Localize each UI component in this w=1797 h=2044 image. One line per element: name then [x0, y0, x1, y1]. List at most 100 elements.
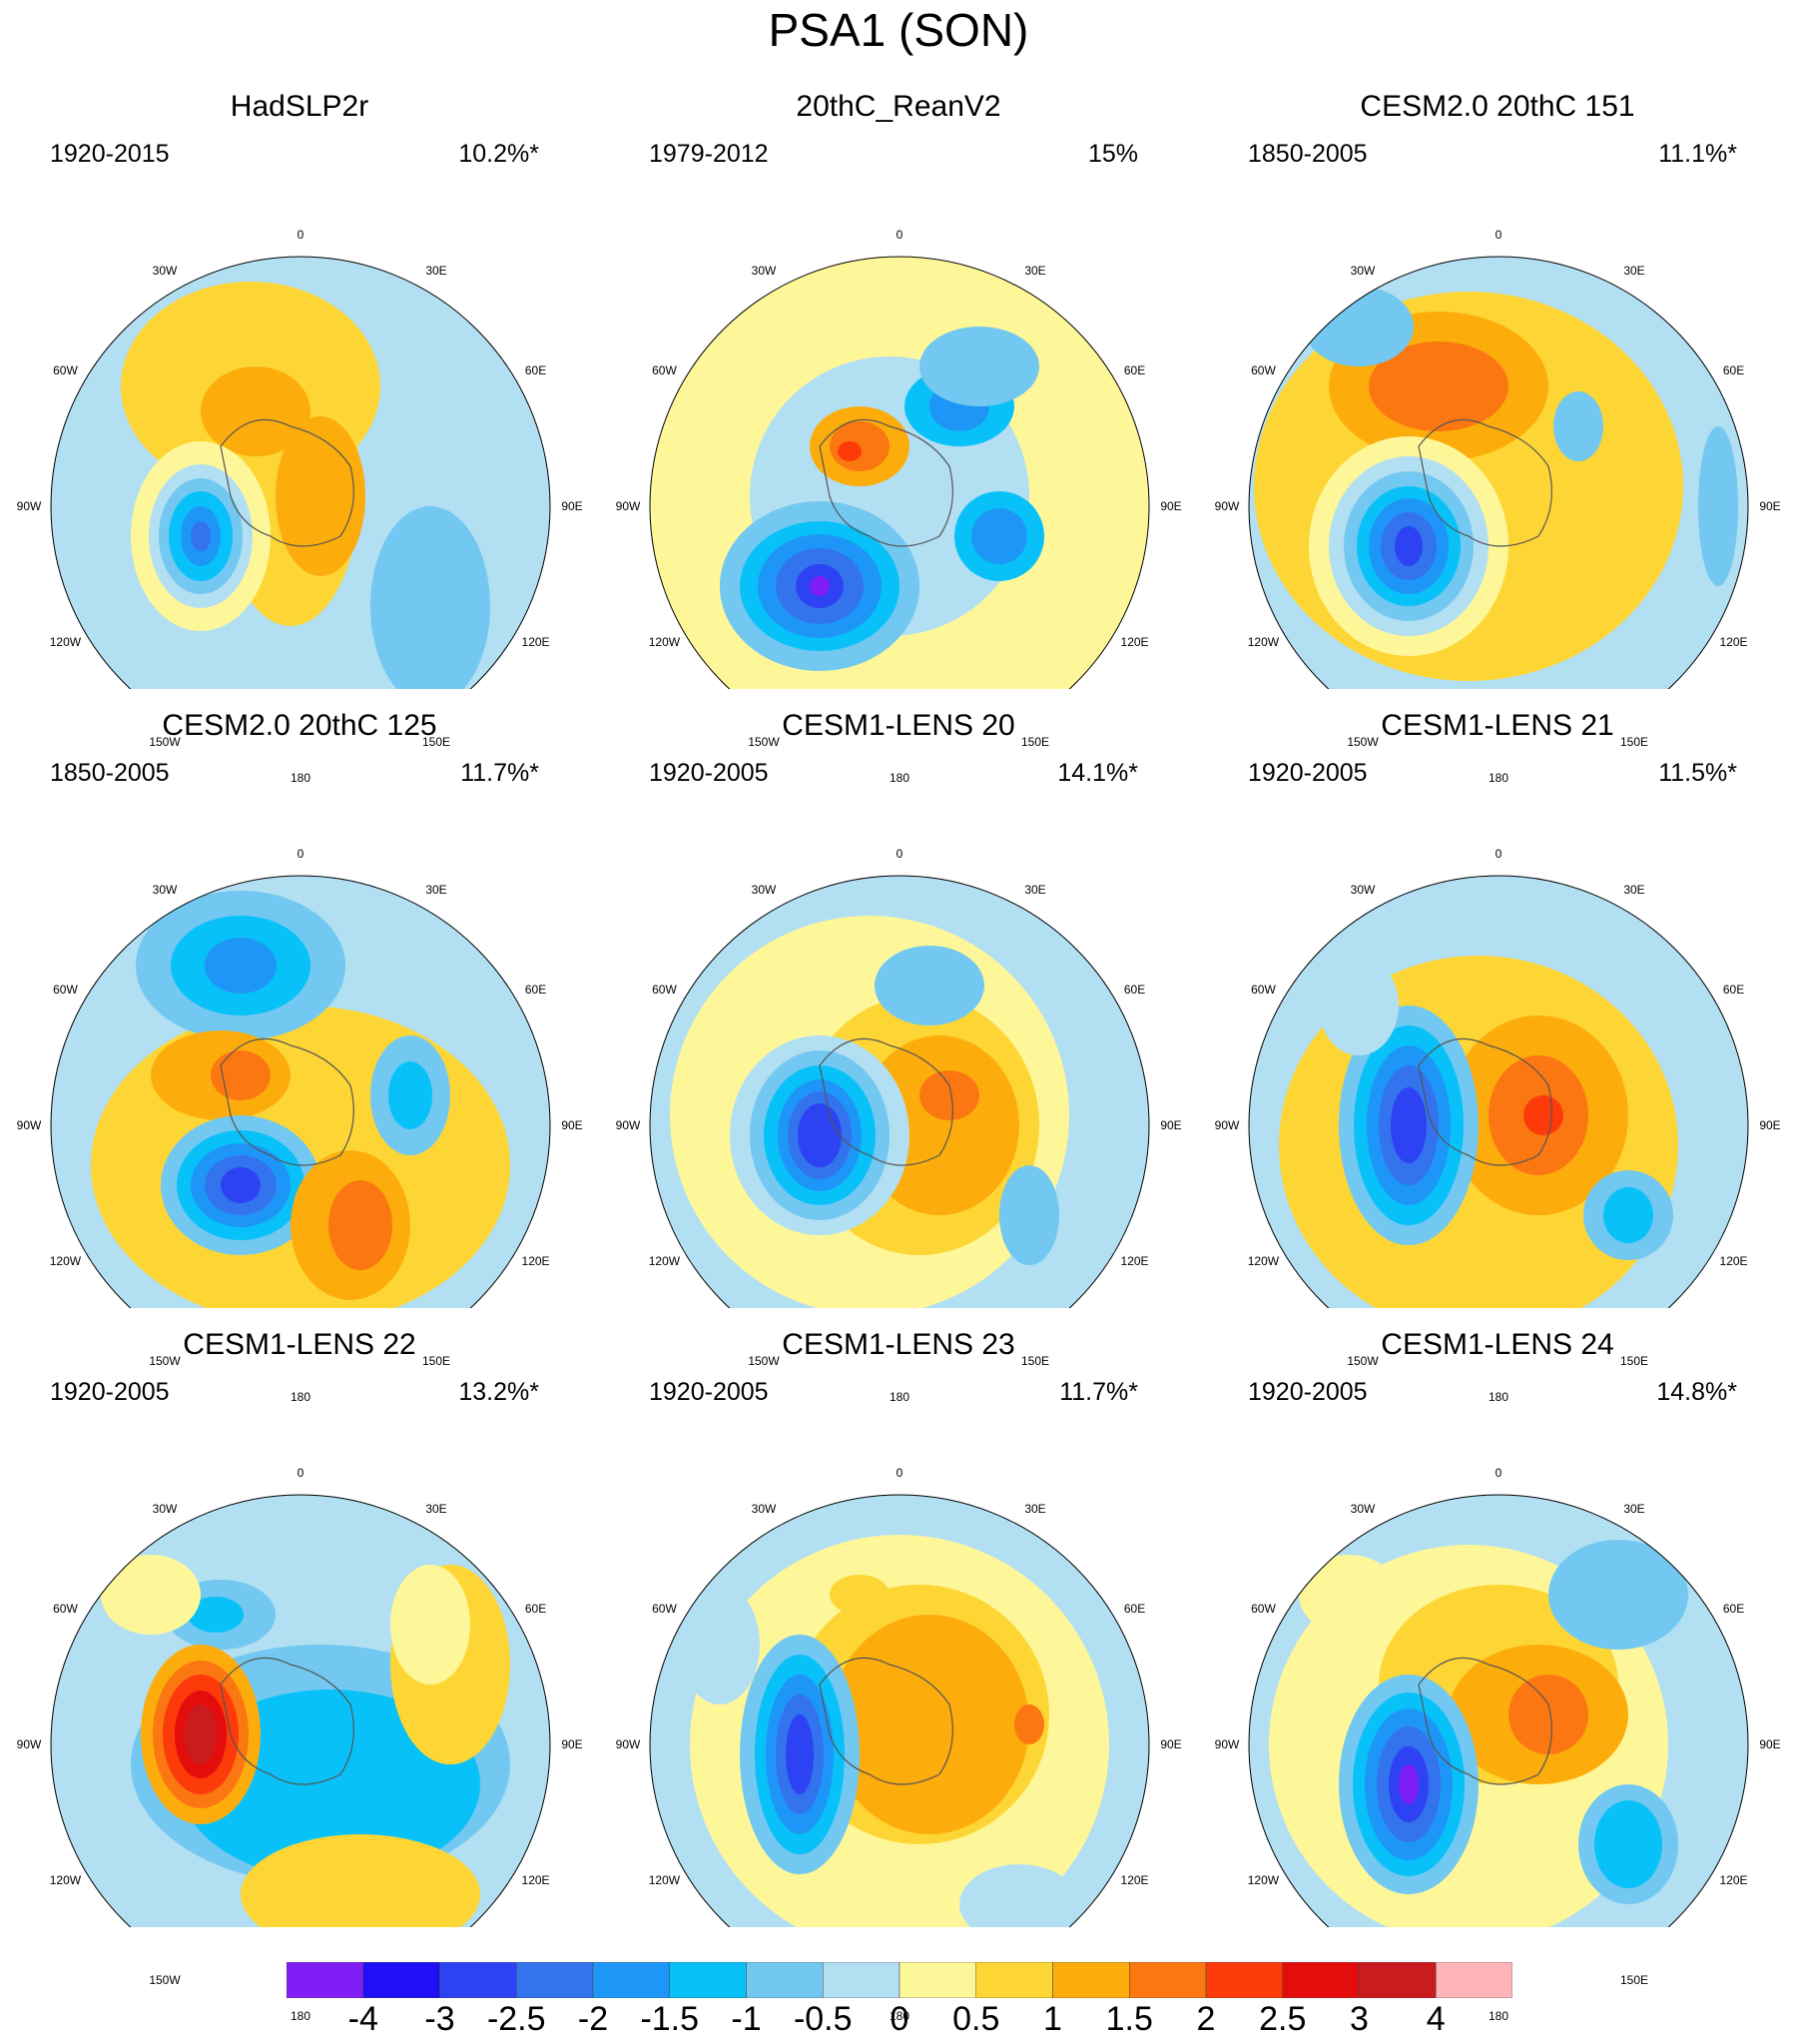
longitude-label: 30E: [425, 264, 447, 279]
longitude-label: 90E: [1160, 499, 1182, 513]
longitude-label: 90E: [1759, 1737, 1781, 1751]
panel-period: 1979-2012: [649, 140, 769, 168]
longitude-label: 30W: [1350, 264, 1376, 279]
contour-region: [1508, 1675, 1588, 1754]
longitude-label: 30W: [1350, 1502, 1376, 1517]
contour-region: [1553, 391, 1603, 461]
longitude-label: 0: [896, 228, 903, 242]
longitude-label: 180: [1488, 1390, 1509, 1404]
polar-map: [50, 1494, 551, 1927]
longitude-label: 90W: [615, 499, 641, 513]
map-panel: CESM1-LENS 20 1920-2005 14.1%* 0 30E 60E 90E 12…: [599, 709, 1198, 1404]
contour-region: [201, 366, 310, 456]
longitude-label: 90W: [16, 499, 42, 513]
longitude-label: 150W: [1347, 1353, 1379, 1368]
panel-period: 1850-2005: [50, 759, 170, 787]
panel-title: HadSLP2r: [230, 90, 369, 123]
antarctica-coastline: [819, 418, 953, 547]
contour-region: [390, 1565, 470, 1685]
antarctica-coastline: [220, 1657, 354, 1785]
contour-region: [971, 508, 1027, 564]
contour-region: [205, 938, 277, 994]
longitude-label: 90E: [561, 1118, 583, 1132]
contour-region: [999, 1165, 1059, 1265]
panel-period: 1920-2005: [649, 1378, 769, 1406]
contour-region: [830, 1575, 890, 1615]
map-boundary: [1248, 875, 1749, 1308]
longitude-label: 90W: [615, 1737, 641, 1751]
longitude-label: 30W: [152, 883, 178, 898]
contour-region: [1319, 956, 1399, 1055]
contour-region: [1014, 1704, 1044, 1744]
longitude-label: 30E: [1623, 1502, 1645, 1517]
contour-region: [875, 946, 984, 1025]
longitude-label: 30W: [152, 1502, 178, 1517]
contour-region: [680, 1585, 760, 1704]
longitude-label: 180: [889, 1390, 910, 1404]
longitude-label: 30E: [1024, 264, 1046, 279]
longitude-label: 180: [1488, 771, 1509, 785]
colorbar-tick-label: -2: [577, 2000, 609, 2038]
colorbar-tick-label: 4: [1426, 2000, 1446, 2038]
map-panel: CESM1-LENS 21 1920-2005 11.5%* 0 30E 60E 90E 12…: [1198, 709, 1797, 1404]
polar-map: [50, 875, 551, 1308]
colorbar-swatch: [1205, 1962, 1283, 1998]
longitude-label: 90W: [1214, 499, 1240, 513]
panel-period: 1920-2005: [649, 759, 769, 787]
contour-region: [191, 521, 211, 551]
map-boundary: [649, 875, 1150, 1308]
longitude-label: 120W: [648, 1254, 681, 1268]
longitude-label: 120W: [49, 1873, 82, 1887]
longitude-label: 150E: [1020, 734, 1050, 749]
longitude-label: 60W: [53, 363, 78, 377]
longitude-label: 180: [1488, 2009, 1509, 2023]
longitude-label: 0: [1495, 847, 1502, 861]
longitude-label: 150W: [149, 734, 181, 749]
longitude-label: 30E: [425, 883, 447, 898]
colorbar-tick-label: 1.5: [1105, 2000, 1153, 2038]
contour-region: [1548, 1540, 1688, 1650]
contour-region: [388, 1061, 432, 1129]
longitude-label: 60W: [53, 983, 78, 997]
contour-region: [185, 1704, 217, 1764]
longitude-label: 150E: [421, 734, 451, 749]
panel-period: 1920-2005: [50, 1378, 170, 1406]
longitude-label: 90W: [16, 1118, 42, 1132]
panel-title: CESM1-LENS 22: [183, 1328, 416, 1361]
contour-region: [798, 1103, 842, 1167]
contour-region: [1523, 1095, 1563, 1135]
longitude-label: 120W: [1247, 1254, 1280, 1268]
panel-variance: 14.8%*: [1656, 1378, 1737, 1406]
antarctica-coastline: [1418, 1657, 1552, 1785]
map-boundary: [50, 875, 551, 1308]
longitude-label: 60W: [1251, 983, 1276, 997]
polar-map: [1248, 875, 1749, 1308]
colorbar-tick-label: -1.5: [640, 2000, 700, 2038]
panel-period: 1850-2005: [1248, 140, 1368, 168]
map-panel: CESM1-LENS 22 1920-2005 13.2%* 0 30E 60E 90E 12…: [0, 1328, 599, 2023]
colorbar-swatch: [746, 1962, 824, 1998]
longitude-label: 120E: [1719, 1873, 1748, 1887]
longitude-label: 120W: [49, 1254, 82, 1268]
colorbar-swatch: [592, 1962, 670, 1998]
longitude-label: 60W: [1251, 1602, 1276, 1616]
longitude-label: 180: [889, 2009, 910, 2023]
colorbar-tick-label: -2.5: [486, 2000, 546, 2038]
panel-period: 1920-2005: [1248, 759, 1368, 787]
longitude-label: 0: [1495, 1466, 1502, 1480]
colorbar-tick-label: 0: [890, 2000, 909, 2038]
longitude-label: 60W: [53, 1602, 78, 1616]
longitude-label: 120E: [1120, 1254, 1149, 1268]
longitude-label: 90E: [1160, 1118, 1182, 1132]
panel-variance: 11.1%*: [1658, 140, 1737, 168]
longitude-label: 60W: [652, 1602, 677, 1616]
colorbar-swatch: [516, 1962, 594, 1998]
longitude-label: 90E: [1759, 499, 1781, 513]
antarctica-coastline: [819, 1037, 953, 1166]
contour-region: [830, 1615, 1029, 1834]
panel-variance: 11.7%*: [1059, 1378, 1138, 1406]
antarctica-coastline: [1418, 1037, 1552, 1166]
longitude-label: 30W: [1350, 883, 1376, 898]
contour-region: [1594, 1800, 1662, 1888]
longitude-label: 30W: [751, 1502, 777, 1517]
